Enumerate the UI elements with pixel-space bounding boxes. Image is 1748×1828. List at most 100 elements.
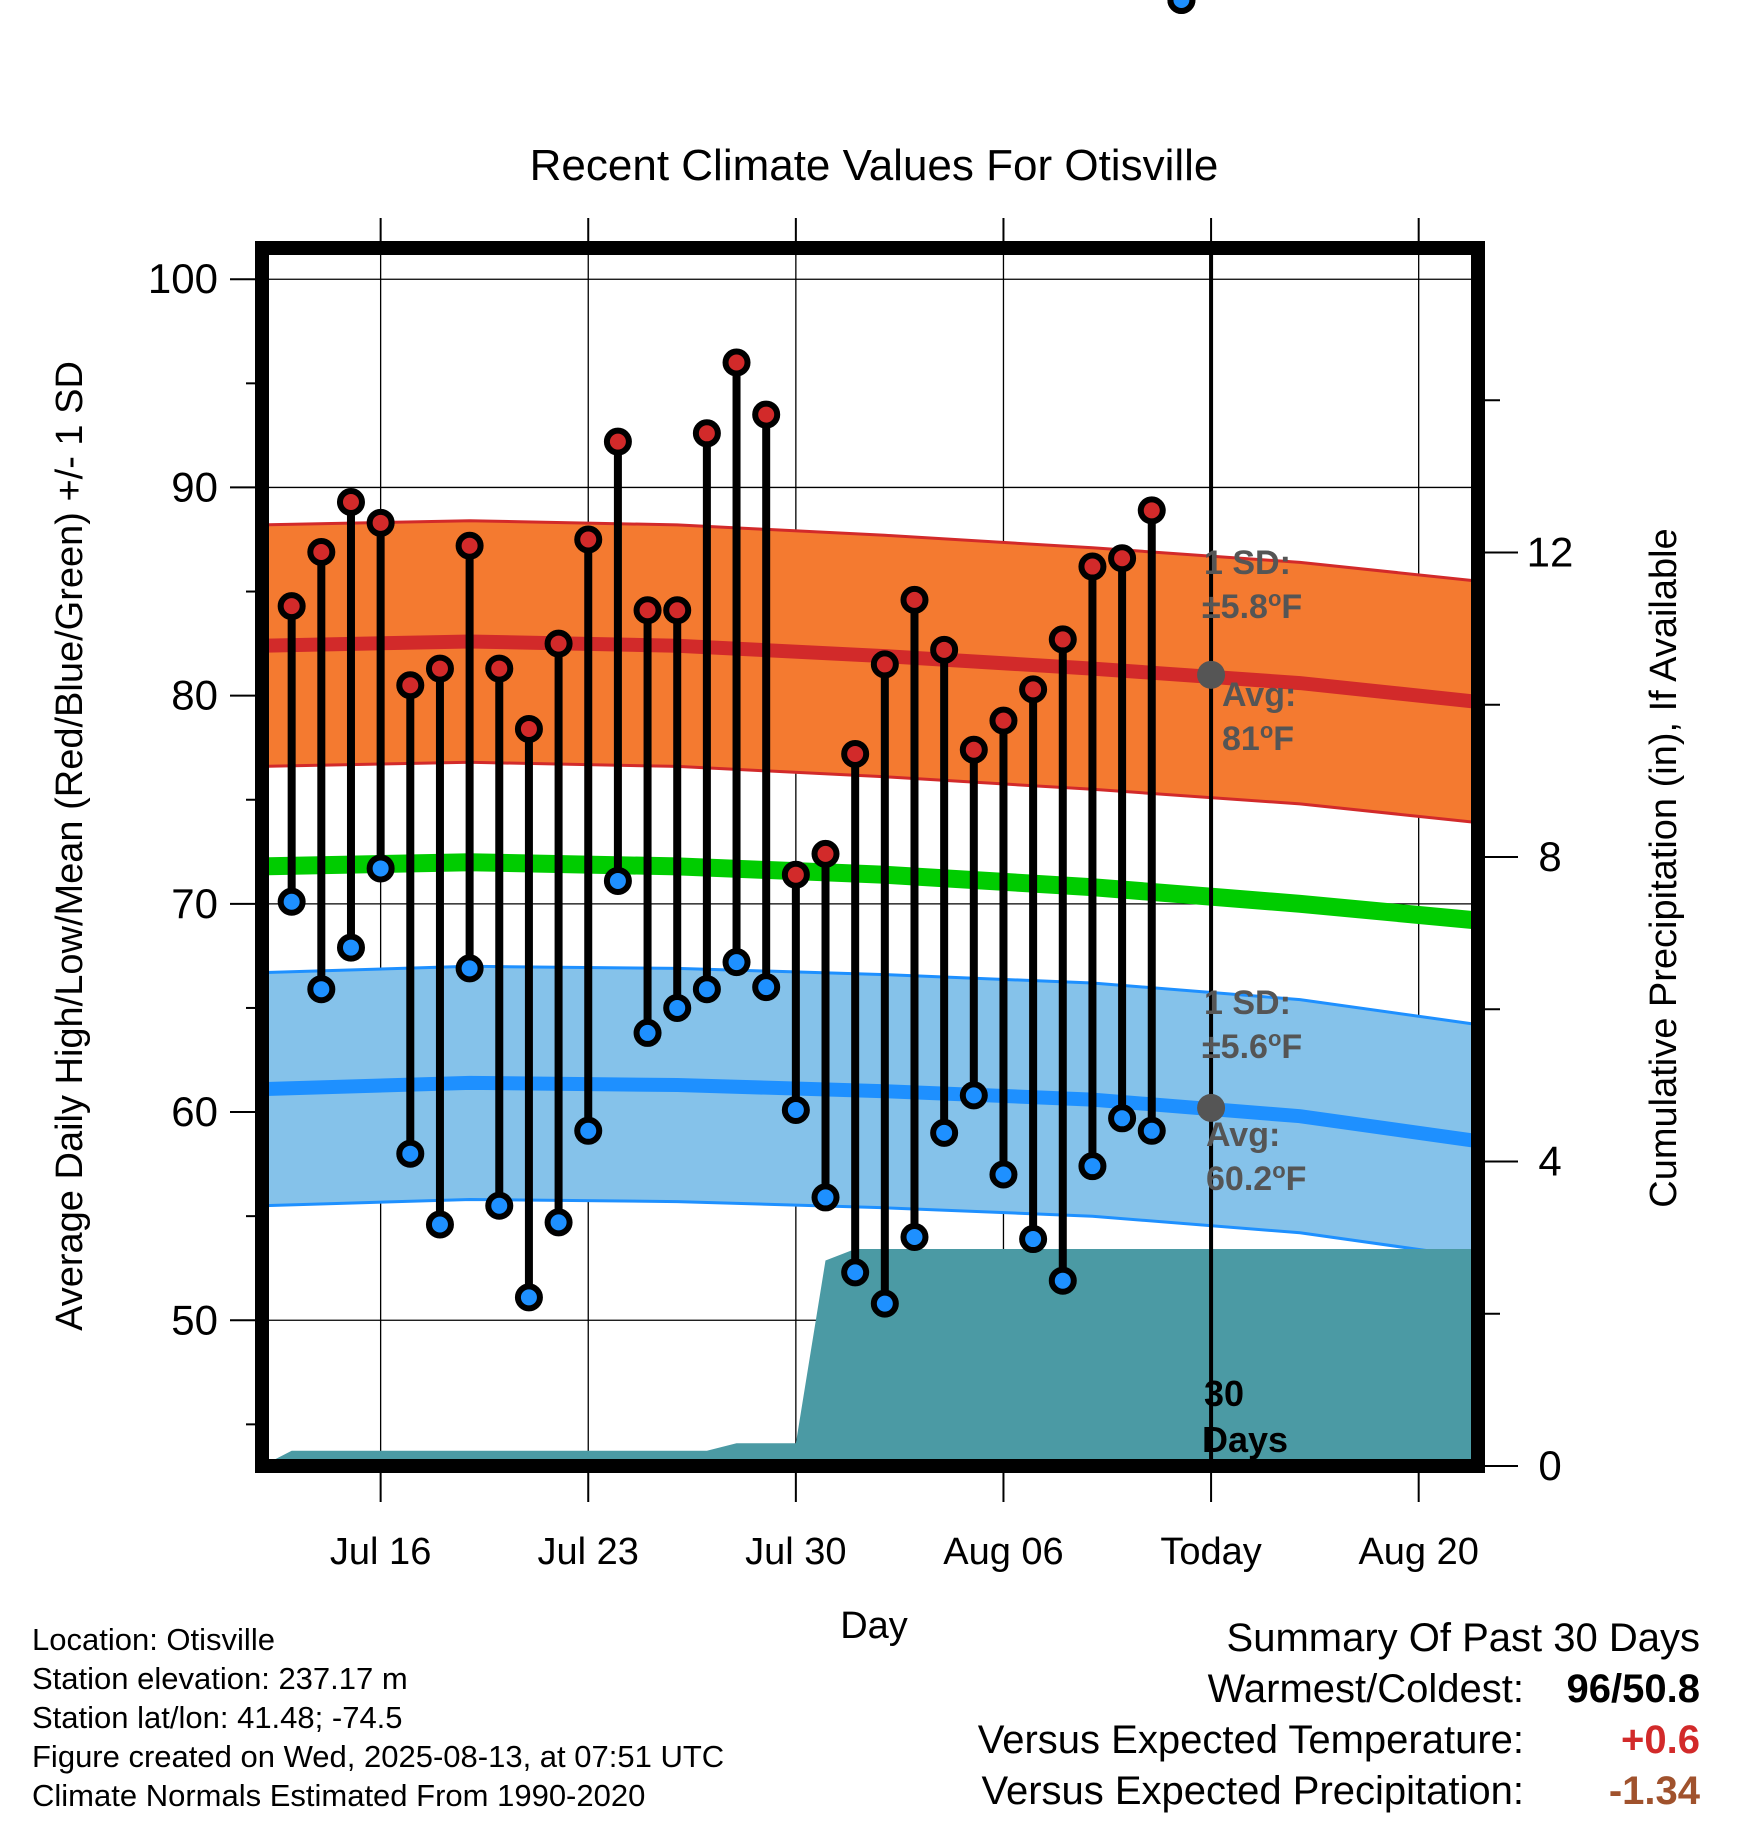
daily-high-point <box>692 419 721 448</box>
x-tick-label: Today <box>1160 1531 1261 1573</box>
precip-area <box>262 1249 1478 1466</box>
summary-panel: Summary Of Past 30 Days Warmest/Coldest:… <box>700 1616 1700 1820</box>
chart-title: Recent Climate Values For Otisville <box>530 141 1219 190</box>
daily-high-point <box>1019 675 1048 704</box>
daily-low-point <box>633 1018 662 1047</box>
warmest-coldest-value: 96/50.8 <box>1566 1667 1700 1711</box>
daily-low-point <box>811 1183 840 1212</box>
daily-high-point <box>663 596 692 625</box>
precip-anomaly-value: -1.34 <box>1608 1769 1700 1813</box>
daily-low-point <box>425 1210 454 1239</box>
daily-high-point <box>455 531 484 560</box>
temp-anomaly-value: +0.6 <box>1621 1718 1700 1762</box>
daily-high-point <box>633 596 662 625</box>
latlon-text: Station lat/lon: 41.48; -74.5 <box>32 1700 403 1735</box>
daily-low-point <box>722 948 751 977</box>
daily-high-point <box>425 654 454 683</box>
daily-low-point <box>277 887 306 916</box>
created-text: Figure created on Wed, 2025-08-13, at 07… <box>32 1739 725 1774</box>
daily-low-point <box>959 1081 988 1110</box>
low-sd-band <box>262 966 1478 1258</box>
daily-high-point <box>1108 544 1137 573</box>
daily-high-point <box>811 839 840 868</box>
daily-high-point <box>930 635 959 664</box>
daily-high-point <box>277 592 306 621</box>
today-normal-low-marker <box>1197 1093 1226 1122</box>
daily-low-point <box>336 933 365 962</box>
daily-high-point <box>396 671 425 700</box>
y-tick-label: 70 <box>171 880 218 927</box>
daily-low-point <box>692 975 721 1004</box>
location-text: Location: Otisville <box>32 1622 275 1657</box>
x-axis-label: Day <box>840 1605 908 1647</box>
daily-low-point <box>841 1258 870 1287</box>
daily-high-point <box>1078 552 1107 581</box>
y-tick-label: 100 <box>148 255 218 302</box>
plot-area: 1 SD: ±5.8oF Avg: 81oF 1 SD: ±5.6oF Avg: 60.2oF… <box>148 0 1573 1573</box>
daily-low-point <box>930 1118 959 1147</box>
daily-high-point <box>781 860 810 889</box>
low-sd-value: ±5.6oF <box>1202 1026 1302 1067</box>
daily-low-point <box>514 1283 543 1312</box>
daily-high-point <box>603 427 632 456</box>
y2-axis-label: Cumulative Precipitation (in), If Availa… <box>1643 528 1685 1207</box>
high-sd-band <box>262 520 1478 823</box>
daily-low-point <box>455 954 484 983</box>
x-tick-label: Jul 16 <box>330 1531 431 1573</box>
daily-low-point <box>870 1289 899 1318</box>
daily-high-point <box>959 735 988 764</box>
daily-high-point <box>485 654 514 683</box>
y2-tick-label: 12 <box>1527 529 1574 576</box>
station-info: Location: Otisville Station elevation: 2… <box>32 1620 724 1815</box>
daily-high-point <box>900 585 929 614</box>
daily-high-point <box>722 348 751 377</box>
high-sd-label: 1 SD: <box>1204 544 1291 582</box>
daily-high-point <box>514 714 543 743</box>
precip-anomaly-label: Versus Expected Precipitation: <box>981 1769 1524 1813</box>
daily-high-point <box>870 650 899 679</box>
daily-low-point <box>603 866 632 895</box>
daily-high-point <box>752 400 781 429</box>
high-avg-value: 81oF <box>1222 718 1294 759</box>
low-avg-label: Avg: <box>1206 1116 1280 1154</box>
daily-low-point <box>1137 1116 1166 1145</box>
y2-tick-label: 0 <box>1538 1442 1561 1489</box>
daily-high-point <box>336 488 365 517</box>
daily-low-point <box>1167 0 1196 14</box>
daily-high-point <box>307 537 336 566</box>
x-tick-label: Aug 06 <box>943 1531 1063 1573</box>
daily-low-point <box>366 854 395 883</box>
daily-high-point <box>989 706 1018 735</box>
today-normal-high-marker <box>1197 660 1226 689</box>
high-sd-band-upper-edge <box>262 519 1478 583</box>
warmest-coldest-label: Warmest/Coldest: <box>1207 1667 1524 1711</box>
y-tick-label: 60 <box>171 1088 218 1135</box>
temp-anomaly-label: Versus Expected Temperature: <box>977 1718 1524 1762</box>
y-tick-label: 90 <box>171 463 218 510</box>
daily-low-point <box>989 1160 1018 1189</box>
y-axis-label: Average Daily High/Low/Mean (Red/Blue/Gr… <box>49 361 91 1331</box>
daily-high-point <box>544 629 573 658</box>
y-tick-label: 80 <box>171 672 218 719</box>
daily-low-point <box>396 1139 425 1168</box>
high-sd-value: ±5.8oF <box>1202 586 1302 627</box>
days-label: Days <box>1202 1419 1288 1460</box>
daily-low-point <box>574 1116 603 1145</box>
daily-high-point <box>1137 496 1166 525</box>
high-avg-label: Avg: <box>1222 676 1296 714</box>
normals-text: Climate Normals Estimated From 1990-2020 <box>32 1778 646 1813</box>
daily-high-point <box>574 525 603 554</box>
daily-high-point <box>841 739 870 768</box>
low-sd-label: 1 SD: <box>1204 984 1291 1022</box>
x-tick-label: Jul 23 <box>538 1531 639 1573</box>
daily-high-point <box>366 508 395 537</box>
x-tick-label: Jul 30 <box>745 1531 846 1573</box>
daily-low-point <box>1108 1104 1137 1133</box>
x-tick-label: Aug 20 <box>1358 1531 1478 1573</box>
daily-low-point <box>752 973 781 1002</box>
daily-low-point <box>900 1222 929 1251</box>
daily-low-point <box>781 1095 810 1124</box>
plot-frame <box>255 241 1485 1473</box>
normal-mean-line <box>262 853 1478 930</box>
